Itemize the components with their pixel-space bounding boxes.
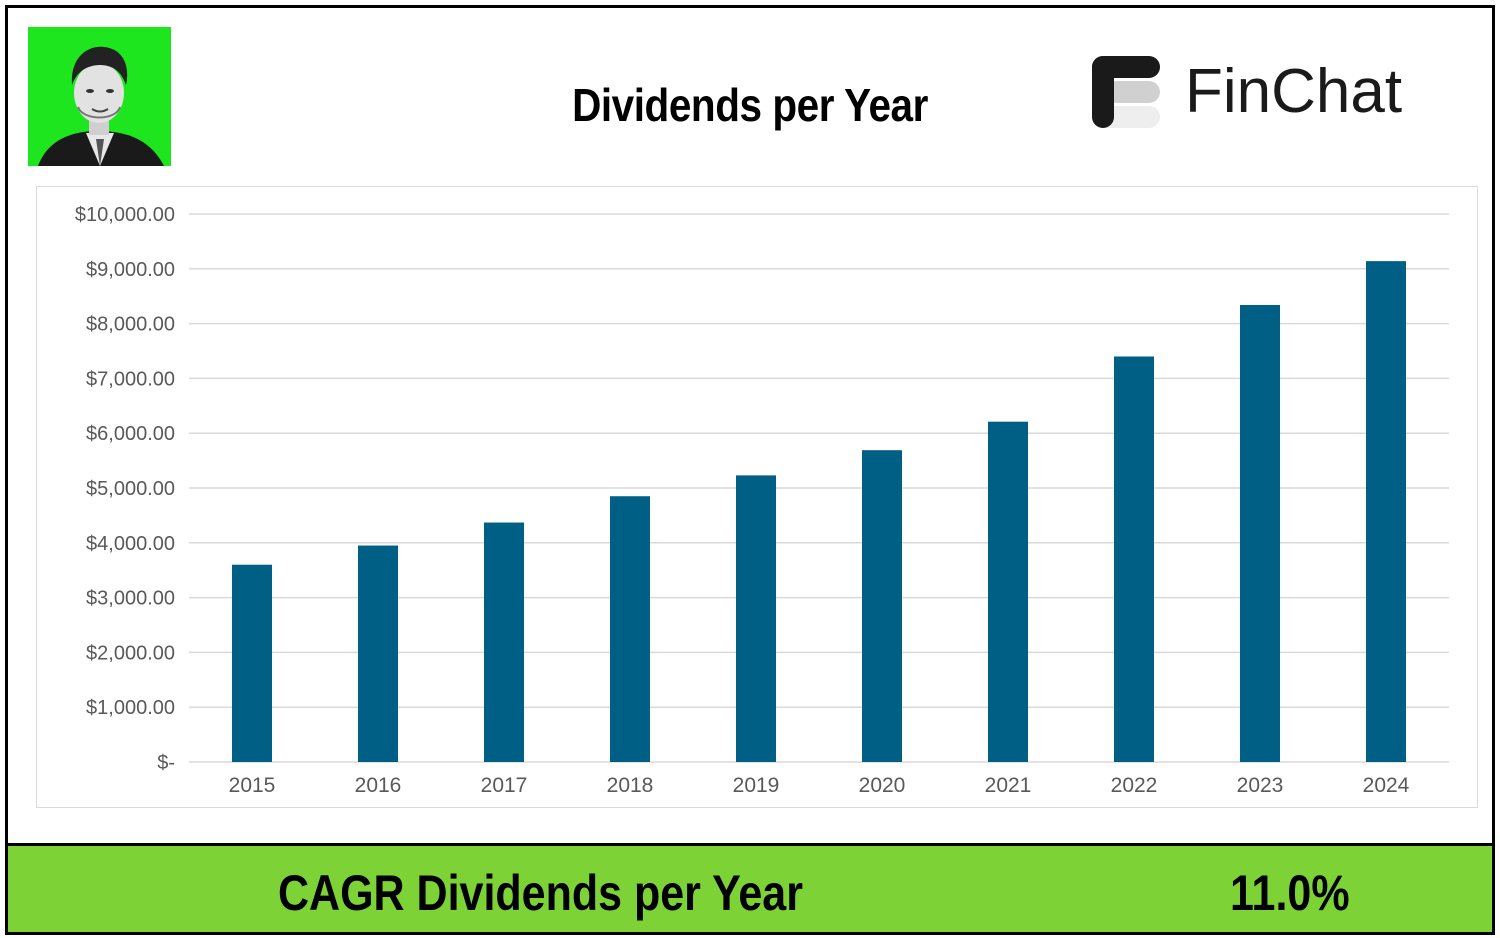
bar [358,545,398,762]
bar [1240,304,1280,762]
y-tick-label: $10,000.00 [75,204,175,226]
chart-title: Dividends per Year [572,79,928,131]
bar [988,421,1028,762]
bar [484,522,524,762]
x-tick-label: 2020 [859,774,906,797]
finchat-logo: FinChat [1090,52,1430,132]
author-portrait-icon [28,27,171,166]
cagr-value: 11.0% [1230,865,1350,921]
finchat-logo-text: FinChat [1185,57,1403,126]
y-tick-label: $4,000.00 [86,533,175,555]
x-tick-label: 2022 [1111,774,1158,797]
x-tick-label: 2024 [1363,774,1410,797]
finchat-logo-icon [1092,56,1160,128]
y-tick-label: $7,000.00 [86,368,175,390]
bar [736,475,776,762]
bar [1366,261,1406,762]
x-tick-label: 2018 [607,774,654,797]
cagr-label: CAGR Dividends per Year [278,865,803,921]
cagr-banner: CAGR Dividends per Year 11.0% [5,843,1495,935]
chart-area: $- $1,000.00 $2,000.00 $3,000.00 $4,000.00 $5… [36,186,1478,808]
bar [610,496,650,762]
bar [862,450,902,762]
y-tick-label: $2,000.00 [86,642,175,664]
x-tick-label: 2016 [355,774,402,797]
x-tick-label: 2019 [733,774,780,797]
x-tick-label: 2023 [1237,774,1284,797]
bar-chart: $- $1,000.00 $2,000.00 $3,000.00 $4,000.00 $5… [75,204,1449,797]
y-tick-label: $6,000.00 [86,423,175,445]
y-tick-label: $9,000.00 [86,259,175,281]
x-tick-label: 2015 [229,774,276,797]
author-avatar [28,27,171,166]
x-tick-label: 2017 [481,774,528,797]
y-tick-label: $1,000.00 [86,697,175,719]
bar [1114,356,1154,762]
y-tick-label: $- [157,752,175,774]
y-tick-label: $8,000.00 [86,314,175,336]
bar [232,564,272,762]
y-tick-label: $3,000.00 [86,588,175,610]
y-tick-label: $5,000.00 [86,478,175,500]
x-tick-label: 2021 [985,774,1032,797]
